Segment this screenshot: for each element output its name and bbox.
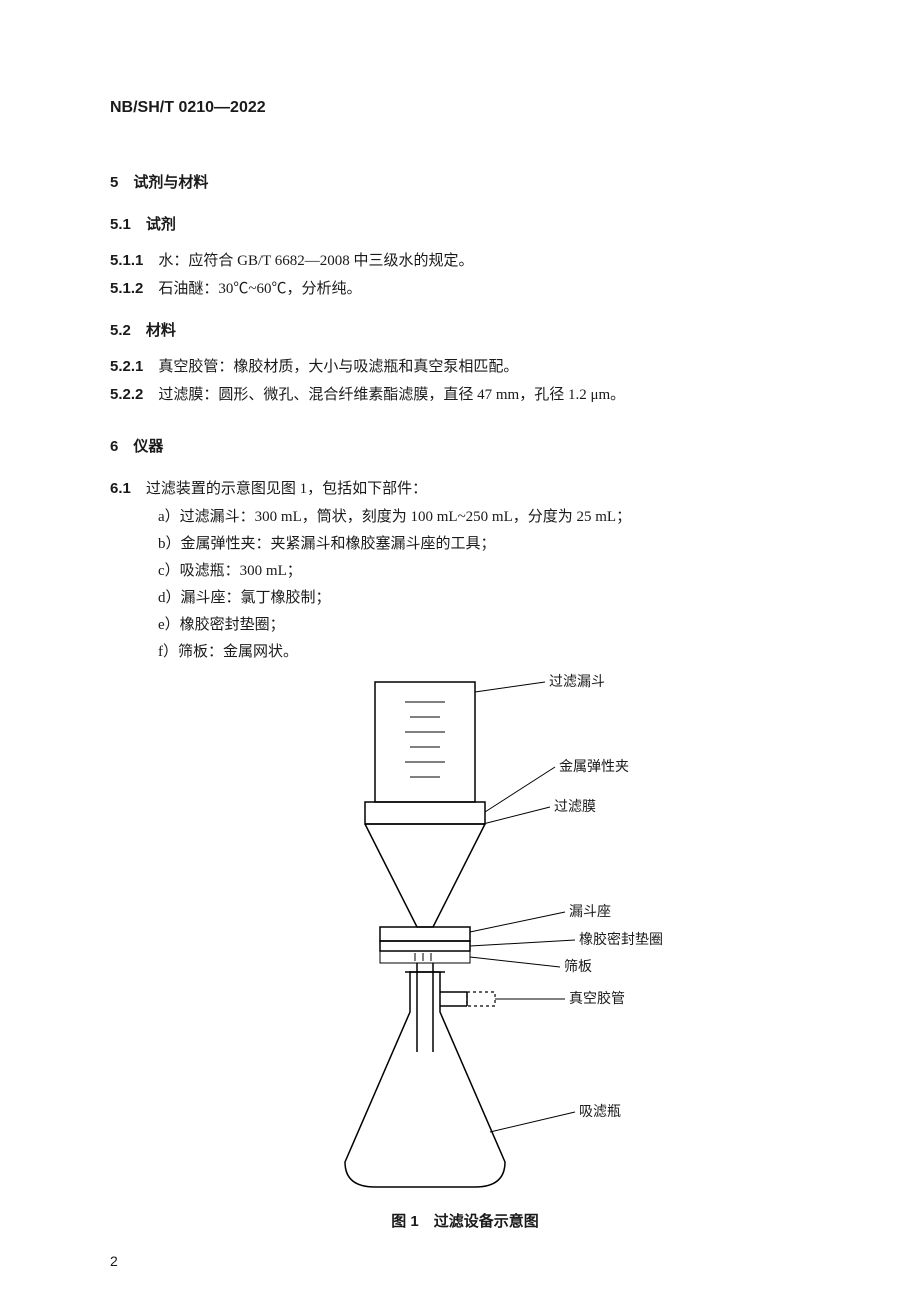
list-item: b）金属弹性夹：夹紧漏斗和橡胶塞漏斗座的工具； [158, 532, 820, 556]
section-5-1-title: 5.1 试剂 [110, 213, 820, 237]
page-number: 2 [110, 1250, 118, 1272]
filtration-apparatus-diagram: 过滤漏斗 金属弹性夹 过滤膜 漏斗座 橡胶密封垫圈 筛板 真空胶管 吸滤瓶 [265, 672, 665, 1202]
clause-text: 水：应符合 GB/T 6682—2008 中三级水的规定。 [143, 253, 473, 269]
clause-6-1: 6.1 过滤装置的示意图见图 1，包括如下部件： [110, 477, 820, 501]
clause-text: 真空胶管：橡胶材质，大小与吸滤瓶和真空泵相匹配。 [143, 359, 518, 375]
figure-title: 过滤设备示意图 [419, 1213, 539, 1230]
clause-number: 5.1.1 [110, 252, 143, 269]
label-tube: 真空胶管 [569, 990, 625, 1007]
label-funnel: 过滤漏斗 [549, 674, 605, 690]
label-sieve: 筛板 [564, 959, 592, 975]
clause-text: 过滤膜：圆形、微孔、混合纤维素酯滤膜，直径 47 mm，孔径 1.2 μm。 [143, 387, 625, 403]
figure-number: 图 1 [391, 1213, 419, 1230]
parts-list: a）过滤漏斗：300 mL，筒状，刻度为 100 mL~250 mL，分度为 2… [110, 505, 820, 664]
clause-5-2-1: 5.2.1 真空胶管：橡胶材质，大小与吸滤瓶和真空泵相匹配。 [110, 355, 820, 379]
list-item: a）过滤漏斗：300 mL，筒状，刻度为 100 mL~250 mL，分度为 2… [158, 505, 820, 529]
section-5-2-title: 5.2 材料 [110, 319, 820, 343]
label-membrane: 过滤膜 [554, 799, 596, 815]
section-6-title: 6 仪器 [110, 435, 820, 459]
label-gasket: 橡胶密封垫圈 [579, 931, 663, 948]
list-item: c）吸滤瓶：300 mL； [158, 559, 820, 583]
list-item: e）橡胶密封垫圈； [158, 613, 820, 637]
section-5-title: 5 试剂与材料 [110, 171, 820, 195]
figure-caption: 图 1 过滤设备示意图 [110, 1210, 820, 1234]
clause-5-1-1: 5.1.1 水：应符合 GB/T 6682—2008 中三级水的规定。 [110, 249, 820, 273]
label-flask: 吸滤瓶 [579, 1104, 621, 1120]
figure-1: 过滤漏斗 金属弹性夹 过滤膜 漏斗座 橡胶密封垫圈 筛板 真空胶管 吸滤瓶 图 … [110, 672, 820, 1234]
document-header: NB/SH/T 0210—2022 [110, 95, 820, 121]
list-item: d）漏斗座：氯丁橡胶制； [158, 586, 820, 610]
clause-number: 5.2.1 [110, 358, 143, 375]
label-seat: 漏斗座 [569, 904, 611, 920]
list-item: f）筛板：金属网状。 [158, 640, 820, 664]
label-clip: 金属弹性夹 [559, 759, 629, 775]
clause-number: 5.2.2 [110, 386, 143, 403]
clause-5-2-2: 5.2.2 过滤膜：圆形、微孔、混合纤维素酯滤膜，直径 47 mm，孔径 1.2… [110, 383, 820, 407]
clause-number: 5.1.2 [110, 280, 143, 297]
clause-5-1-2: 5.1.2 石油醚：30℃~60℃，分析纯。 [110, 277, 820, 301]
clause-text: 过滤装置的示意图见图 1，包括如下部件： [131, 481, 427, 497]
clause-number: 6.1 [110, 480, 131, 497]
clause-text: 石油醚：30℃~60℃，分析纯。 [143, 281, 361, 297]
